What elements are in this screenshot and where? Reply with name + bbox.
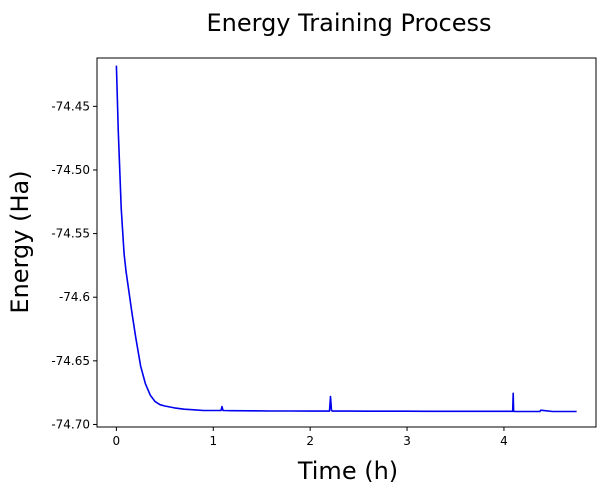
x-tick-label: 0 [113,434,121,448]
plot-area [115,65,577,413]
y-tick-label: -74.65 [51,354,90,368]
x-axis-label: Time (h) [297,457,398,485]
y-tick-label: -74.50 [51,163,90,177]
x-tick-label: 4 [500,434,508,448]
chart-title: Energy Training Process [206,9,491,37]
y-tick-label: -74.45 [51,99,90,113]
y-tick-label: -74.55 [51,227,90,241]
y-axis: -74.70 -74.65 -74.6 -74.55 -74.50 -74.45 [51,99,97,431]
y-tick-label: -74.6 [59,290,90,304]
series-line-0 [115,65,577,413]
y-axis-label: Energy (Ha) [6,170,34,313]
plot-frame [96,57,597,428]
x-tick-label: 1 [209,434,217,448]
x-axis: 0 1 2 3 4 [113,427,508,448]
y-tick-label: -74.70 [51,417,90,431]
x-tick-label: 3 [403,434,411,448]
x-tick-label: 2 [306,434,314,448]
